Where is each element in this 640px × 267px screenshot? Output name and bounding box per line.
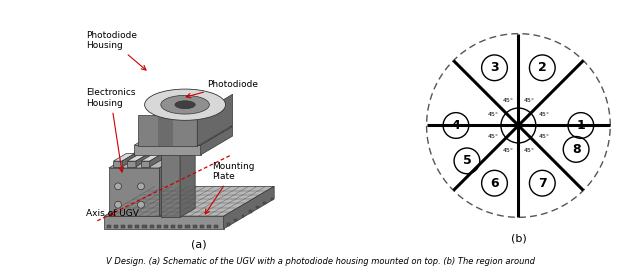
Text: 45°: 45° bbox=[538, 112, 549, 117]
Bar bbox=[171, 225, 175, 228]
Text: 45°: 45° bbox=[488, 112, 499, 117]
Text: 45°: 45° bbox=[538, 134, 549, 139]
Text: Mounting
Plate: Mounting Plate bbox=[205, 162, 255, 214]
Bar bbox=[207, 225, 211, 228]
Bar bbox=[159, 115, 173, 146]
Text: 4: 4 bbox=[452, 119, 460, 132]
Text: 45°: 45° bbox=[524, 148, 534, 154]
Text: V Design. (a) Schematic of the UGV with a photodiode housing mounted on top. (b): V Design. (a) Schematic of the UGV with … bbox=[106, 257, 534, 266]
Text: (a): (a) bbox=[191, 239, 206, 249]
Bar bbox=[263, 202, 266, 204]
Polygon shape bbox=[141, 161, 150, 167]
Bar bbox=[249, 210, 252, 213]
Bar bbox=[193, 225, 196, 228]
Polygon shape bbox=[109, 168, 159, 216]
Bar bbox=[256, 206, 259, 209]
Text: 45°: 45° bbox=[524, 97, 534, 103]
Text: 3: 3 bbox=[490, 61, 499, 74]
Polygon shape bbox=[197, 94, 232, 146]
Ellipse shape bbox=[175, 101, 195, 109]
Polygon shape bbox=[150, 154, 163, 167]
Polygon shape bbox=[180, 137, 195, 217]
Polygon shape bbox=[161, 137, 195, 146]
Text: 45°: 45° bbox=[502, 148, 513, 154]
Bar bbox=[143, 225, 147, 228]
Bar bbox=[164, 225, 168, 228]
Bar bbox=[186, 225, 189, 228]
Bar bbox=[135, 225, 140, 228]
Polygon shape bbox=[104, 216, 223, 229]
Polygon shape bbox=[127, 161, 136, 167]
Bar bbox=[106, 225, 111, 228]
Text: Photodiode: Photodiode bbox=[186, 80, 259, 98]
Polygon shape bbox=[161, 146, 180, 217]
Polygon shape bbox=[159, 148, 192, 216]
Text: 1: 1 bbox=[577, 119, 585, 132]
Bar bbox=[227, 223, 230, 226]
Circle shape bbox=[138, 183, 145, 190]
Polygon shape bbox=[223, 186, 274, 229]
Bar bbox=[234, 219, 237, 221]
Polygon shape bbox=[201, 127, 232, 155]
Polygon shape bbox=[122, 154, 135, 167]
Bar bbox=[114, 225, 118, 228]
Text: 7: 7 bbox=[538, 177, 547, 190]
Polygon shape bbox=[104, 186, 274, 216]
Text: 5: 5 bbox=[463, 154, 471, 167]
Polygon shape bbox=[109, 148, 192, 168]
Polygon shape bbox=[134, 145, 201, 155]
Text: 2: 2 bbox=[538, 61, 547, 74]
Ellipse shape bbox=[145, 89, 225, 120]
Polygon shape bbox=[113, 161, 122, 167]
Text: (b): (b) bbox=[511, 234, 526, 244]
Circle shape bbox=[115, 201, 122, 208]
Polygon shape bbox=[141, 154, 163, 161]
Text: Axis of UGV: Axis of UGV bbox=[86, 209, 139, 218]
Bar bbox=[128, 225, 132, 228]
Text: Photodiode
Housing: Photodiode Housing bbox=[86, 31, 146, 70]
Text: 8: 8 bbox=[572, 143, 580, 156]
Text: 45°: 45° bbox=[502, 97, 513, 103]
Bar bbox=[150, 225, 154, 228]
Bar bbox=[200, 225, 204, 228]
Bar bbox=[271, 198, 273, 200]
Polygon shape bbox=[113, 154, 135, 161]
Bar bbox=[242, 215, 244, 217]
Bar bbox=[157, 225, 161, 228]
Circle shape bbox=[115, 183, 122, 190]
Bar bbox=[214, 225, 218, 228]
Polygon shape bbox=[127, 154, 148, 161]
Bar bbox=[179, 225, 182, 228]
Circle shape bbox=[138, 201, 145, 208]
Polygon shape bbox=[136, 154, 148, 167]
Ellipse shape bbox=[161, 95, 209, 114]
Text: 6: 6 bbox=[490, 177, 499, 190]
Polygon shape bbox=[134, 127, 232, 145]
Text: Electronics
Housing: Electronics Housing bbox=[86, 88, 136, 172]
Bar bbox=[121, 225, 125, 228]
Text: 45°: 45° bbox=[488, 134, 499, 139]
Bar bbox=[138, 115, 197, 146]
